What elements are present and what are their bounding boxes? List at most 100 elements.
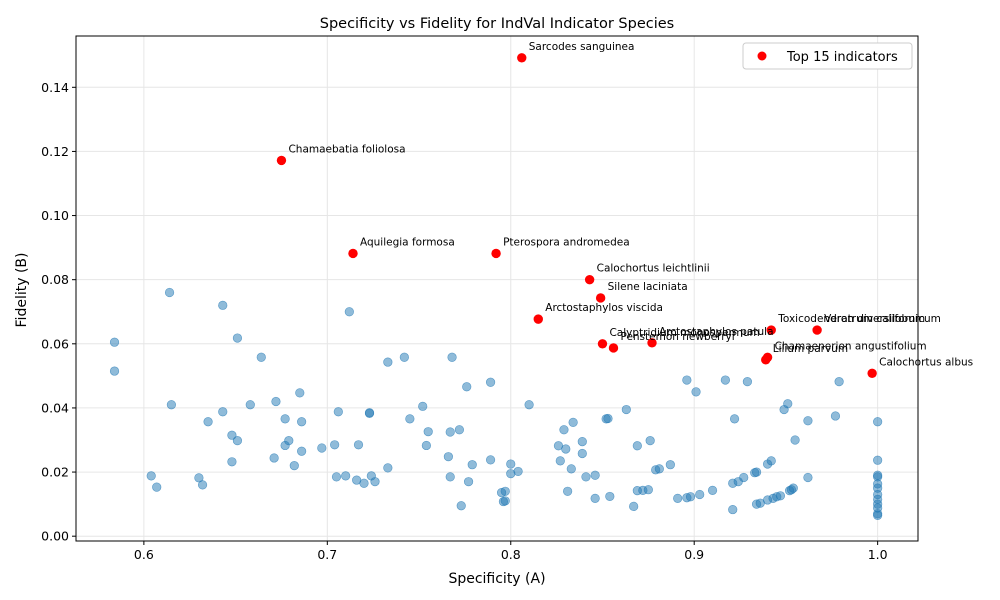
data-point xyxy=(707,485,718,495)
point-label: Chamaebatia foliolosa xyxy=(288,143,405,155)
x-tick-label: 1.0 xyxy=(868,547,888,562)
top-indicator-point xyxy=(348,248,358,259)
data-point xyxy=(788,483,798,493)
data-point xyxy=(566,464,576,474)
data-point xyxy=(577,448,587,459)
data-point xyxy=(297,417,307,427)
point-label: Veratrum californicum xyxy=(824,313,941,325)
data-point xyxy=(359,478,369,488)
data-point xyxy=(803,416,813,426)
data-point xyxy=(766,456,776,466)
data-point xyxy=(742,377,752,387)
data-point xyxy=(197,480,208,490)
point-label: Arctostaphylos viscida xyxy=(545,302,663,314)
data-point xyxy=(751,467,762,477)
data-point xyxy=(873,510,883,520)
top-indicator-point xyxy=(597,339,608,349)
y-tick-label: 0.14 xyxy=(41,80,69,95)
point-label: Silene laciniata xyxy=(608,281,688,293)
point-label: Aquilegia formosa xyxy=(360,236,455,248)
data-point xyxy=(462,382,472,392)
point-label: Calyptridium monospermum xyxy=(609,327,759,339)
data-point xyxy=(271,396,281,407)
data-point xyxy=(245,400,255,410)
top-indicator-point xyxy=(867,368,877,379)
data-point xyxy=(621,404,631,415)
point-label: Arctostaphylos patula xyxy=(659,326,774,338)
top-indicator-points xyxy=(276,53,877,379)
data-point xyxy=(164,287,175,298)
data-point xyxy=(590,493,600,503)
data-point xyxy=(152,482,162,492)
legend-label-top: Top 15 indicators xyxy=(786,50,898,65)
x-axis-ticks: 0.6 0.7 0.8 0.9 1.0 xyxy=(134,541,888,562)
top-indicator-point xyxy=(812,325,822,335)
data-point xyxy=(524,400,534,410)
data-point xyxy=(830,411,841,421)
data-point xyxy=(673,493,683,503)
top-indicator-labels: Sarcodes sanguinea Chamaebatia foliolosa A… xyxy=(288,41,973,369)
point-label: Chamaenerion angustifolium xyxy=(775,340,927,352)
point-label: Calochortus albus xyxy=(879,356,973,368)
data-point xyxy=(561,444,571,454)
data-point xyxy=(720,375,730,385)
data-point xyxy=(232,333,243,343)
x-tick-label: 0.7 xyxy=(317,547,337,562)
data-point xyxy=(383,463,393,473)
data-point xyxy=(421,440,431,451)
data-point xyxy=(568,417,578,427)
data-point xyxy=(227,430,237,440)
data-point xyxy=(506,459,516,469)
data-point xyxy=(218,300,228,310)
x-tick-label: 0.8 xyxy=(501,547,521,562)
y-axis-label: Fidelity (B) xyxy=(14,253,30,328)
point-label: Pterospora andromedea xyxy=(503,236,630,248)
top-indicator-point xyxy=(584,274,595,285)
data-point xyxy=(341,471,351,481)
top-indicator-point xyxy=(491,248,501,259)
legend: Top 15 indicators xyxy=(742,42,913,70)
y-tick-label: 0.08 xyxy=(41,272,69,287)
data-point xyxy=(256,352,266,362)
data-point xyxy=(456,501,466,511)
top-indicator-point xyxy=(761,355,771,365)
data-point xyxy=(729,414,740,424)
x-axis-label: Specificity (A) xyxy=(448,571,545,587)
point-label: Sarcodes sanguinea xyxy=(529,41,635,53)
data-point xyxy=(454,425,464,435)
data-point xyxy=(109,337,120,347)
y-tick-label: 0.06 xyxy=(41,336,69,351)
data-point xyxy=(775,491,786,501)
data-point xyxy=(790,435,800,445)
x-tick-label: 0.9 xyxy=(684,547,704,562)
data-point xyxy=(297,446,307,456)
all-species-points xyxy=(109,287,883,520)
data-point xyxy=(109,366,120,376)
data-point xyxy=(643,485,653,495)
data-point xyxy=(500,496,510,506)
data-point xyxy=(590,470,600,480)
data-point xyxy=(383,357,393,367)
data-point xyxy=(728,504,738,515)
top-indicator-point xyxy=(608,343,619,353)
data-point xyxy=(280,414,290,424)
data-point xyxy=(629,501,639,511)
data-point xyxy=(873,455,883,465)
data-point xyxy=(423,427,433,437)
data-point xyxy=(364,408,375,418)
data-point xyxy=(146,471,156,481)
data-point xyxy=(467,460,477,470)
data-point xyxy=(513,466,523,477)
data-point xyxy=(166,400,176,410)
data-point xyxy=(873,417,883,427)
top-indicator-point xyxy=(595,293,606,303)
data-point xyxy=(555,456,565,466)
top-indicator-point xyxy=(533,314,543,324)
legend-marker-top xyxy=(757,51,767,61)
point-label: Calochortus leichtlinii xyxy=(597,263,710,275)
data-point xyxy=(227,457,237,467)
data-point xyxy=(834,377,844,387)
data-point xyxy=(353,440,364,450)
